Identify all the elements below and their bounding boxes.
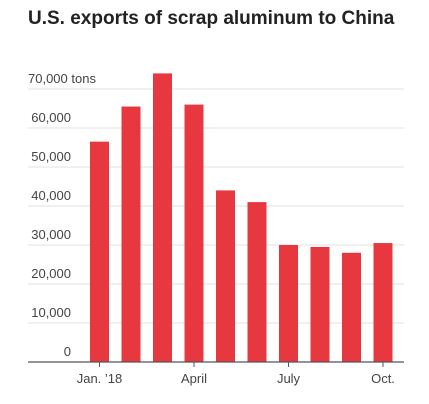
y-tick-label: 70,000 tons — [28, 71, 96, 86]
x-tick-label: Jan. ’18 — [77, 371, 123, 386]
y-tick-label: 10,000 — [31, 305, 71, 320]
bar — [247, 202, 267, 362]
chart-title: U.S. exports of scrap aluminum to China — [28, 8, 395, 29]
x-tick-label: July — [277, 371, 301, 386]
y-tick-label: 60,000 — [31, 110, 71, 125]
x-axis-ticks: Jan. ’18 April July Oct. — [77, 362, 395, 386]
y-tick-label: 50,000 — [31, 149, 71, 164]
y-tick-label: 20,000 — [31, 266, 71, 281]
bar — [184, 104, 204, 362]
bar — [216, 190, 235, 362]
y-tick-label: 30,000 — [31, 227, 71, 242]
x-tick-label: April — [181, 371, 207, 386]
bar — [342, 252, 361, 362]
bar — [310, 246, 330, 362]
bar — [121, 106, 141, 362]
bars — [90, 73, 393, 363]
y-axis-tick-labels: 0 10,000 20,000 30,000 40,000 50,000 60,000 70,… — [28, 71, 96, 359]
bar — [373, 243, 393, 362]
x-tick-label: Oct. — [371, 371, 395, 386]
bar — [90, 141, 109, 362]
y-tick-label: 40,000 — [31, 188, 71, 203]
bar — [153, 73, 172, 363]
bar — [279, 245, 298, 362]
y-tick-label: 0 — [64, 344, 71, 359]
